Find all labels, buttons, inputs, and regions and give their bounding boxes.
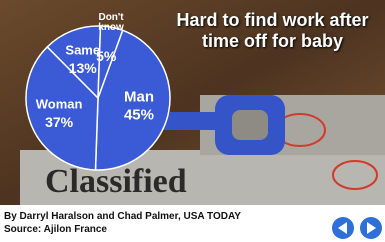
key-hole (232, 110, 268, 140)
key-shaft (160, 112, 220, 130)
nav (330, 214, 385, 242)
footer: By Darryl Haralson and Chad Palmer, USA … (4, 210, 241, 236)
category-label: Man (124, 89, 154, 104)
next-button[interactable] (360, 217, 382, 239)
prev-button[interactable] (332, 217, 354, 239)
category-label: Don't know (95, 13, 127, 33)
infographic: Classified Hard to find work after time … (0, 0, 385, 242)
category-label: Woman (36, 98, 83, 111)
value-label: 13% (69, 61, 97, 75)
value-label: 45% (124, 107, 154, 122)
category-label: Same (65, 44, 100, 57)
value-label: 37% (45, 115, 73, 129)
chart-title: Hard to find work after time off for bab… (165, 10, 380, 51)
value-label: 5% (96, 49, 116, 63)
source: Source: Ajilon France (4, 223, 241, 236)
credit: By Darryl Haralson and Chad Palmer, USA … (4, 210, 241, 223)
